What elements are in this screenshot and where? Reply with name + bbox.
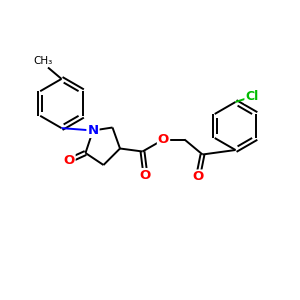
Text: O: O	[140, 169, 151, 182]
Text: O: O	[192, 170, 204, 184]
Text: O: O	[63, 154, 75, 167]
Text: Cl: Cl	[245, 90, 259, 103]
Text: O: O	[158, 133, 169, 146]
Text: N: N	[87, 124, 99, 137]
Text: CH₃: CH₃	[33, 56, 52, 66]
